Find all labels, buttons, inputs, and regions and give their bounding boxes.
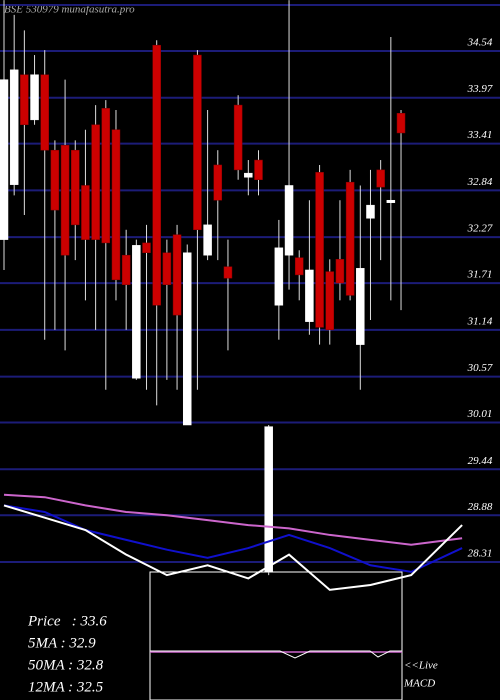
candle-body — [50, 149, 60, 211]
y-tick-label: 32.27 — [467, 223, 493, 235]
macd-frame — [149, 571, 403, 700]
y-tick-label: 28.31 — [468, 548, 493, 560]
candle-body — [284, 185, 294, 256]
y-tick-label: 30.01 — [467, 408, 493, 420]
chart-title: BSE 530979 munafasutra.pro — [4, 4, 135, 16]
candle-body — [81, 185, 90, 240]
candle-body — [244, 172, 253, 178]
candle-body — [193, 54, 202, 231]
candle-body — [223, 266, 233, 279]
candle-body — [305, 269, 314, 322]
y-tick-label: 33.97 — [467, 83, 493, 95]
candle-body — [366, 204, 375, 219]
candle-body — [294, 257, 304, 276]
candle-body — [91, 124, 100, 240]
macd-line — [150, 650, 402, 659]
candle-body — [274, 247, 284, 306]
candle-body — [132, 245, 141, 379]
y-tick-label: 32.84 — [467, 176, 493, 188]
legend-text: 5MA : 32.9 — [28, 635, 96, 651]
candle-body — [40, 74, 49, 151]
legend-text: 12MA : 32.5 — [28, 679, 104, 695]
candle-body — [20, 74, 29, 126]
ma-line — [3, 493, 463, 546]
candle-body — [182, 252, 192, 426]
candle-body — [376, 169, 385, 188]
macd-label: <<Live — [404, 660, 438, 672]
candle-body — [233, 104, 243, 171]
candle-body — [9, 69, 19, 185]
candle-body — [142, 242, 151, 253]
candle-body — [0, 79, 9, 240]
candle-body — [335, 259, 345, 284]
y-tick-label: 30.57 — [467, 362, 493, 374]
candle-body — [71, 149, 80, 226]
macd-label: MACD — [403, 678, 435, 690]
candle-body — [386, 199, 396, 203]
y-tick-label: 28.88 — [468, 501, 493, 513]
candle-body — [315, 172, 324, 328]
candle-body — [111, 129, 121, 281]
y-tick-label: 31.14 — [467, 315, 493, 327]
y-tick-label: 33.41 — [467, 129, 493, 141]
ma-line — [3, 504, 463, 591]
legend-text: Price : 33.6 — [27, 613, 107, 629]
candle-body — [162, 252, 172, 285]
candle-body — [121, 254, 131, 285]
y-tick-label: 31.71 — [467, 269, 493, 281]
y-tick-label: 35.1 — [469, 0, 489, 3]
candle-body — [356, 268, 365, 345]
candle-body — [101, 108, 111, 244]
candle-body — [60, 145, 70, 256]
candle-body — [203, 224, 212, 256]
candle-body — [396, 113, 406, 134]
candle-body — [30, 74, 39, 121]
candle-body — [254, 159, 263, 180]
candle-body — [264, 426, 273, 573]
candle-body — [345, 181, 355, 296]
candle-body — [172, 234, 182, 316]
candle-body — [325, 271, 335, 331]
y-tick-label: 34.54 — [467, 36, 493, 48]
candle-body — [152, 44, 161, 306]
y-tick-label: 29.44 — [468, 455, 493, 467]
candle-body — [213, 164, 223, 201]
legend-text: 50MA : 32.8 — [28, 657, 104, 673]
